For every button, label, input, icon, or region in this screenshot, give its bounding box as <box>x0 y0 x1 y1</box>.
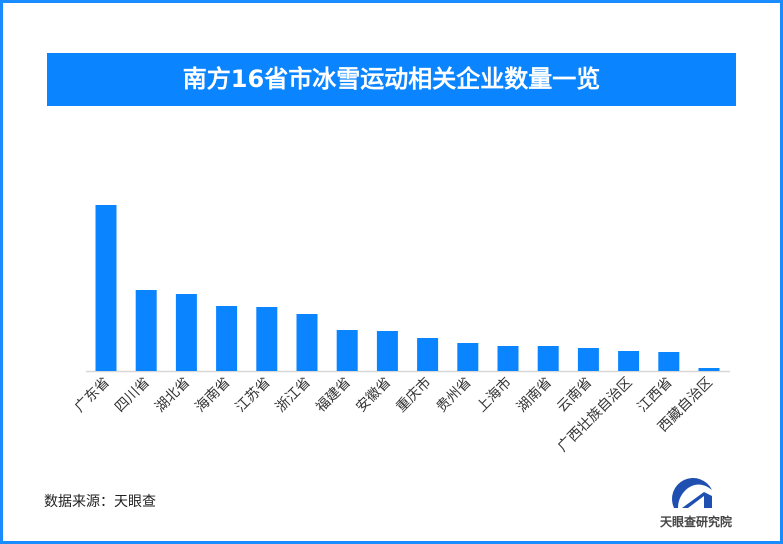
bar-湖南省 <box>537 346 559 371</box>
bar-四川省 <box>135 290 157 371</box>
x-tick-label: 贵州省 <box>434 375 475 416</box>
x-tick-label: 上海市 <box>473 374 515 416</box>
x-tick-label: 湖北省 <box>152 375 193 416</box>
logo-text: 天眼查研究院 <box>660 515 733 529</box>
bar-浙江省 <box>296 314 318 371</box>
bar-上海市 <box>497 346 519 371</box>
bar-江西省 <box>658 352 680 371</box>
bar-福建省 <box>336 330 358 371</box>
x-tick-label: 湖南省 <box>514 375 555 416</box>
bar-广西壮族自治区 <box>618 351 640 371</box>
bar-云南省 <box>577 348 599 371</box>
x-tick-label: 重庆市 <box>393 374 435 416</box>
bar-西藏自治区 <box>698 368 720 371</box>
x-tick-label: 江苏省 <box>233 375 274 416</box>
x-tick-label: 广西壮族自治区 <box>555 375 636 456</box>
x-tick-label: 福建省 <box>313 375 354 416</box>
x-tick-label: 四川省 <box>112 375 153 416</box>
bar-贵州省 <box>457 343 479 371</box>
bar-海南省 <box>216 306 238 371</box>
bar-重庆市 <box>417 338 439 371</box>
chart-title: 南方16省市冰雪运动相关企业数量一览 <box>47 53 736 106</box>
x-tick-label: 浙江省 <box>273 375 314 416</box>
bar-湖北省 <box>175 294 197 371</box>
x-tick-label: 安徽省 <box>353 375 394 416</box>
bar-安徽省 <box>376 331 398 371</box>
x-tick-label: 海南省 <box>192 375 233 416</box>
tianyancha-logo-icon <box>671 477 712 508</box>
data-source: 数据来源：天眼查 <box>44 494 156 510</box>
bar-广东省 <box>95 205 117 371</box>
x-tick-label: 广东省 <box>72 375 113 416</box>
bar-江苏省 <box>256 307 278 371</box>
